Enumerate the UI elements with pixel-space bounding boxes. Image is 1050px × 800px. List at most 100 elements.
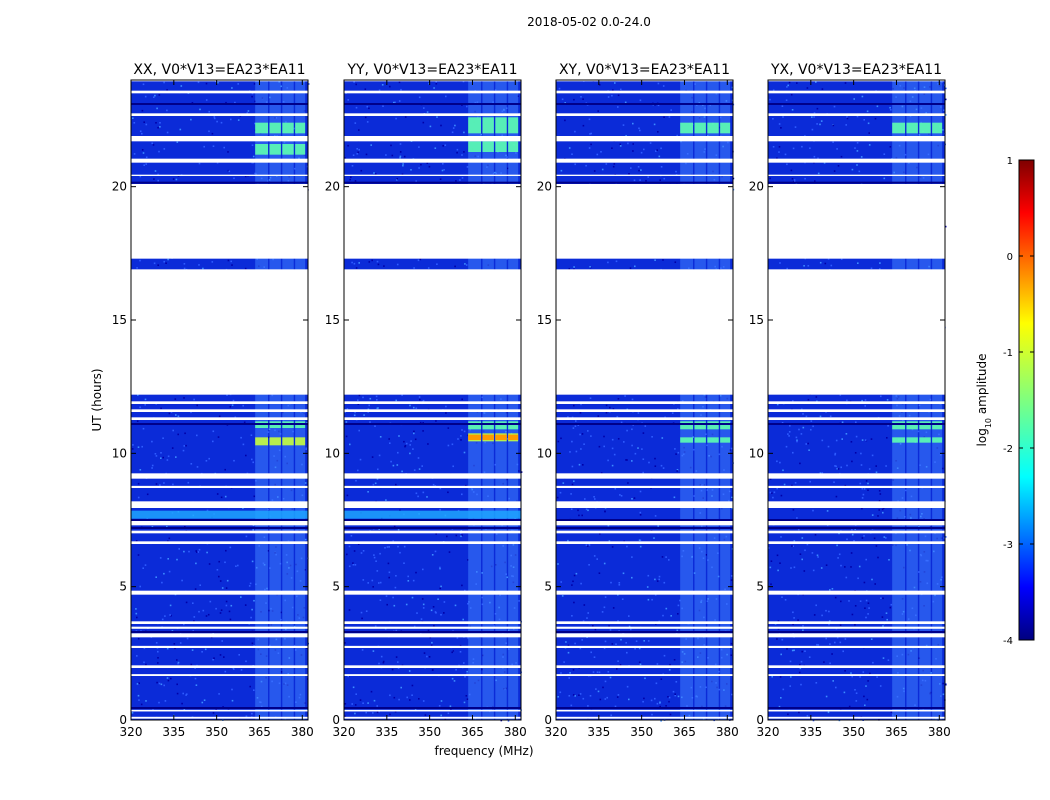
heatmap-speckle-dot: [804, 549, 806, 552]
heatmap-speckle-dot: [205, 460, 208, 462]
heatmap-speckle-dot: [440, 124, 442, 127]
flagged-gap: [131, 590, 308, 595]
heatmap-speckle-dot: [451, 131, 454, 134]
heatmap-speckle-dot: [573, 601, 575, 604]
heatmap-speckle-dot: [231, 404, 234, 406]
heatmap-speckle-dot: [163, 260, 165, 263]
heatmap-speckle-dot: [387, 562, 390, 565]
y-tick-label: 0: [332, 713, 340, 727]
heatmap-speckle-dot: [440, 585, 442, 588]
flagged-gap: [768, 136, 945, 142]
heatmap-speckle-dot: [454, 604, 457, 607]
heatmap-speckle-dot: [677, 604, 680, 607]
heatmap-speckle-dot: [361, 617, 363, 620]
heatmap-speckle-dot: [860, 452, 862, 455]
heatmap-speckle-dot: [463, 131, 465, 134]
heatmap-speckle-dot: [431, 554, 434, 556]
heatmap-speckle-dot: [244, 604, 247, 606]
heatmap-speckle-dot: [665, 705, 667, 707]
heatmap-speckle-dot: [706, 444, 708, 447]
heatmap-speckle-dot: [354, 122, 357, 124]
heatmap-speckle-dot: [587, 705, 589, 707]
heatmap-speckle-dot: [833, 105, 836, 108]
heatmap-speckle-dot: [305, 448, 307, 450]
rfi-hot-cell: [694, 437, 706, 443]
heatmap-speckle-dot: [556, 496, 559, 499]
heatmap-speckle-dot: [580, 448, 582, 450]
heatmap-speckle-dot: [853, 98, 855, 100]
heatmap-speckle-dot: [769, 478, 772, 480]
heatmap-speckle-dot: [422, 607, 425, 609]
heatmap-speckle-dot: [447, 491, 449, 494]
heatmap-speckle-dot: [829, 662, 831, 665]
heatmap-speckle-dot: [661, 437, 664, 439]
heatmap-speckle-dot: [160, 452, 162, 454]
heatmap-speckle-dot: [773, 491, 776, 494]
y-tick-label: 15: [749, 313, 764, 327]
heatmap-speckle-dot: [368, 261, 371, 263]
heatmap-speckle-dot: [205, 82, 208, 85]
flagged-gap: [768, 709, 945, 712]
rfi-hot-cell: [932, 122, 943, 134]
heatmap-speckle-dot: [668, 559, 670, 561]
heatmap-speckle-dot: [399, 156, 401, 159]
flagged-gap: [344, 674, 521, 676]
heatmap-speckle-dot: [865, 558, 867, 561]
heatmap-speckle-dot: [143, 647, 146, 650]
heatmap-speckle-dot: [807, 398, 810, 401]
heatmap-speckle-dot: [367, 491, 369, 493]
heatmap-speckle-dot: [211, 132, 214, 135]
heatmap-speckle-dot: [183, 267, 186, 270]
heatmap-speckle-dot: [604, 680, 607, 683]
heatmap-speckle-dot: [166, 459, 169, 461]
heatmap-speckle-dot: [843, 691, 846, 694]
heatmap-speckle-dot: [635, 640, 638, 642]
heatmap-speckle-dot: [376, 570, 379, 572]
heatmap-speckle-dot: [769, 491, 772, 494]
heatmap-speckle-dot: [141, 109, 144, 112]
heatmap-speckle-dot: [395, 656, 398, 658]
heatmap-speckle-dot: [625, 642, 627, 644]
heatmap-speckle-dot: [792, 632, 794, 634]
heatmap-speckle-dot: [361, 649, 364, 651]
heatmap-speckle-dot: [827, 445, 830, 448]
heatmap-speckle-dot: [416, 612, 418, 614]
heatmap-speckle-dot: [412, 448, 414, 450]
heatmap-speckle-dot: [415, 180, 417, 182]
heatmap-speckle-dot: [351, 703, 353, 705]
heatmap-speckle-dot: [731, 496, 733, 499]
heatmap-speckle-dot: [136, 683, 139, 685]
flagged-gap: [344, 80, 521, 82]
heatmap-speckle-dot: [413, 625, 416, 628]
heatmap-speckle-dot: [349, 443, 351, 446]
heatmap-speckle-dot: [613, 453, 616, 456]
heatmap-speckle-dot: [403, 562, 405, 564]
rfi-band-column: [495, 80, 507, 720]
dark-row: [344, 631, 521, 633]
heatmap-speckle-dot: [639, 511, 642, 514]
heatmap-speckle-dot: [133, 153, 136, 155]
heatmap-speckle-dot: [167, 258, 169, 261]
heatmap-speckle-dot: [587, 612, 589, 614]
heatmap-speckle-dot: [480, 133, 482, 136]
heatmap-speckle-dot: [418, 96, 421, 99]
flagged-gap: [768, 674, 945, 676]
heatmap-speckle-dot: [633, 179, 636, 182]
heatmap-speckle-dot: [850, 441, 853, 443]
heatmap-speckle-dot: [399, 509, 401, 512]
heatmap-speckle-dot: [801, 650, 803, 653]
heatmap-speckle-dot: [436, 116, 438, 118]
heatmap-speckle-dot: [201, 701, 204, 704]
heatmap-speckle-dot: [792, 509, 795, 511]
heatmap-speckle-dot: [772, 496, 774, 499]
heatmap-speckle-dot: [620, 495, 623, 497]
heatmap-speckle-dot: [195, 684, 198, 686]
heatmap-speckle-dot: [171, 447, 174, 449]
flagged-gap: [556, 409, 733, 412]
heatmap-speckle-dot: [664, 416, 666, 419]
heatmap-speckle-dot: [730, 447, 733, 450]
heatmap-speckle-dot: [867, 613, 869, 615]
heatmap-speckle-dot: [206, 509, 209, 512]
heatmap-speckle-dot: [815, 396, 818, 398]
rfi-hot-cell: [680, 421, 694, 430]
